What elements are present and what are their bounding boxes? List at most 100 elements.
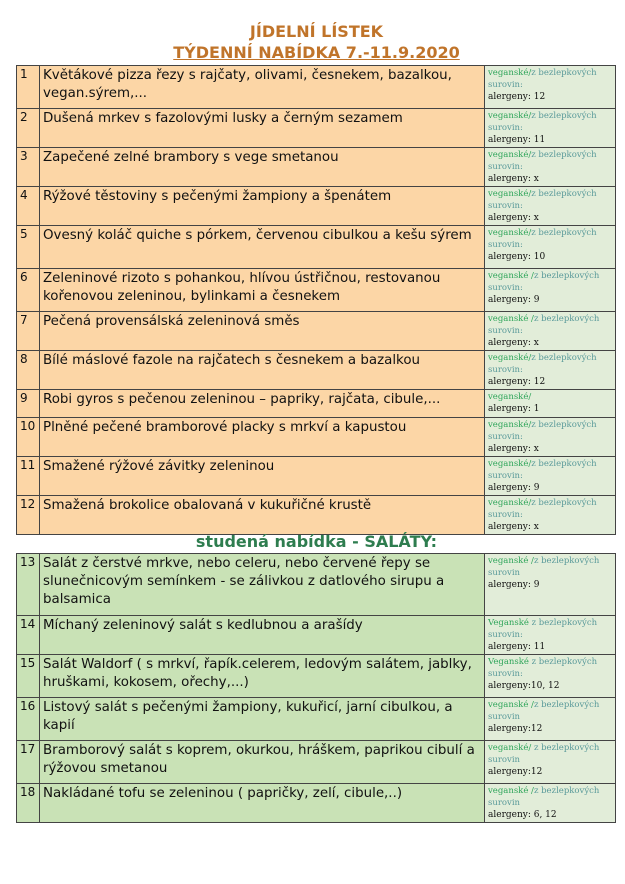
dish-name: Pečená provensálská zeleninová směs bbox=[39, 311, 485, 351]
vegan-label: Veganské bbox=[488, 657, 532, 667]
allergens: alergeny: 12 bbox=[488, 377, 546, 387]
gluten-free-label: z bezlepkových surovin: bbox=[488, 420, 597, 442]
allergens: alergeny: 1 bbox=[488, 404, 540, 414]
dietary-info: veganské /z bezlepkových surovin alergeny… bbox=[484, 697, 616, 741]
dish-name: Bramborový salát s koprem, okurkou, hráš… bbox=[39, 740, 485, 784]
gluten-free-label: z bezlepkových surovin: bbox=[488, 228, 597, 250]
vegan-label: veganské/ bbox=[488, 150, 532, 160]
vegan-label: veganské / bbox=[488, 556, 534, 566]
vegan-label: veganské/ bbox=[488, 189, 532, 199]
salads-table: 13 Salát z čerstvé mrkve, nebo celeru, ne… bbox=[16, 553, 616, 823]
menu-row: 13 Salát z čerstvé mrkve, nebo celeru, ne… bbox=[16, 553, 616, 616]
dietary-info: veganské/alergeny: 1 bbox=[484, 389, 616, 418]
item-number: 7 bbox=[16, 311, 40, 351]
menu-row: 14 Míchaný zeleninový salát s kedlubnou a… bbox=[16, 615, 616, 655]
allergens: alergeny: 9 bbox=[488, 483, 540, 493]
menu-row: 15 Salát Waldorf ( s mrkví, řapík.celerem… bbox=[16, 654, 616, 698]
gluten-free-label: z bezlepkových surovin: bbox=[488, 353, 597, 375]
allergens: alergeny: 6, 12 bbox=[488, 810, 557, 820]
vegan-label: veganské/ bbox=[488, 228, 532, 238]
vegan-label: veganské / bbox=[488, 700, 534, 710]
item-number: 18 bbox=[16, 783, 40, 823]
vegan-label: veganské/ bbox=[488, 68, 532, 78]
item-number: 6 bbox=[16, 268, 40, 312]
dietary-info: veganské /z bezlepkových surovin: alergen… bbox=[484, 268, 616, 312]
dietary-info: veganské/z bezlepkových surovin: alergeny… bbox=[484, 65, 616, 109]
dish-name: Zapečené zelné brambory s vege smetanou bbox=[39, 147, 485, 187]
vegan-label: veganské / bbox=[488, 271, 534, 281]
dietary-info: veganské/ z bezlepkových surovin alergeny… bbox=[484, 740, 616, 784]
item-number: 15 bbox=[16, 654, 40, 698]
gluten-free-label: z bezlepkových surovin bbox=[488, 700, 600, 722]
menu-row: 3 Zapečené zelné brambory s vege smetanou… bbox=[16, 147, 616, 187]
menu-row: 10 Plněné pečené bramborové placky s mrkv… bbox=[16, 417, 616, 457]
dish-name: Salát z čerstvé mrkve, nebo celeru, nebo… bbox=[39, 553, 485, 616]
gluten-free-label: z bezlepkových surovin: bbox=[488, 657, 598, 679]
dish-name: Rýžové těstoviny s pečenými žampiony a š… bbox=[39, 186, 485, 226]
page-title: JÍDELNÍ LÍSTEK bbox=[249, 22, 384, 41]
menu-row: 5 Ovesný koláč quiche s pórkem, červenou … bbox=[16, 225, 616, 269]
item-number: 4 bbox=[16, 186, 40, 226]
gluten-free-label: z bezlepkových surovin: bbox=[488, 189, 597, 211]
allergens: alergeny: 10 bbox=[488, 252, 546, 262]
gluten-free-label: z bezlepkových surovin: bbox=[488, 498, 597, 520]
vegan-label: veganské/ bbox=[488, 498, 532, 508]
allergens: alergeny: 11 bbox=[488, 135, 546, 145]
allergens: alergeny: x bbox=[488, 444, 539, 454]
menu-row: 12 Smažená brokolice obalovaná v kukuřičn… bbox=[16, 495, 616, 535]
dietary-info: veganské/z bezlepkových surovin: alergeny… bbox=[484, 495, 616, 535]
item-number: 16 bbox=[16, 697, 40, 741]
menu-row: 6 Zeleninové rizoto s pohankou, hlívou ús… bbox=[16, 268, 616, 312]
menu-row: 11 Smažené rýžové závitky zeleninou vegans… bbox=[16, 456, 616, 496]
item-number: 11 bbox=[16, 456, 40, 496]
gluten-free-label: z bezlepkových surovin: bbox=[488, 111, 597, 133]
item-number: 3 bbox=[16, 147, 40, 187]
dish-name: Smažená brokolice obalovaná v kukuřičné … bbox=[39, 495, 485, 535]
dietary-info: veganské/z bezlepkových surovin: alergeny… bbox=[484, 108, 616, 148]
vegan-label: veganské/ bbox=[488, 420, 532, 430]
item-number: 12 bbox=[16, 495, 40, 535]
dish-name: Nakládané tofu se zeleninou ( papričky, … bbox=[39, 783, 485, 823]
allergens: alergeny: x bbox=[488, 338, 539, 348]
menu-row: 9 Robi gyros s pečenou zeleninou – paprik… bbox=[16, 389, 616, 418]
menu-row: 1 Květákové pizza řezy s rajčaty, olivami… bbox=[16, 65, 616, 109]
dietary-info: Veganské z bezlepkových surovin: alergeny… bbox=[484, 615, 616, 655]
gluten-free-label: z bezlepkových surovin bbox=[488, 556, 600, 578]
allergens: alergeny:12 bbox=[488, 724, 543, 734]
item-number: 13 bbox=[16, 553, 40, 616]
allergens: alergeny: 12 bbox=[488, 92, 546, 102]
dish-name: Listový salát s pečenými žampiony, kukuř… bbox=[39, 697, 485, 741]
vegan-label: veganské/ bbox=[488, 111, 532, 121]
gluten-free-label: z bezlepkových surovin: bbox=[488, 271, 600, 293]
allergens: alergeny: 9 bbox=[488, 580, 540, 590]
allergens: alergeny:12 bbox=[488, 767, 543, 777]
allergens: alergeny: x bbox=[488, 174, 539, 184]
week-subtitle: TÝDENNÍ NABÍDKA 7.-11.9.2020 bbox=[173, 43, 460, 62]
dish-name: Plněné pečené bramborové placky s mrkví … bbox=[39, 417, 485, 457]
gluten-free-label: z bezlepkových surovin: bbox=[488, 150, 597, 172]
vegan-label: Veganské bbox=[488, 618, 532, 628]
dietary-info: veganské/z bezlepkových surovin: alergeny… bbox=[484, 225, 616, 269]
dietary-info: veganské/z bezlepkových surovin: alergeny… bbox=[484, 186, 616, 226]
dietary-info: veganské /z bezlepkových surovin alergeny… bbox=[484, 553, 616, 616]
dish-name: Ovesný koláč quiche s pórkem, červenou c… bbox=[39, 225, 485, 269]
vegan-label: veganské / bbox=[488, 314, 534, 324]
gluten-free-label: z bezlepkových surovin: bbox=[488, 68, 597, 90]
allergens: alergeny: x bbox=[488, 522, 539, 532]
dietary-info: veganské/z bezlepkových surovin: alergeny… bbox=[484, 417, 616, 457]
dish-name: Dušená mrkev s fazolovými lusky a černým… bbox=[39, 108, 485, 148]
gluten-free-label: z bezlepkových surovin bbox=[488, 786, 600, 808]
dish-name: Robi gyros s pečenou zeleninou – papriky… bbox=[39, 389, 485, 418]
hot-menu-table: 1 Květákové pizza řezy s rajčaty, olivami… bbox=[16, 65, 616, 535]
vegan-label: veganské/ bbox=[488, 459, 532, 469]
item-number: 8 bbox=[16, 350, 40, 390]
dietary-info: veganské/z bezlepkových surovin: alergeny… bbox=[484, 456, 616, 496]
dish-name: Smažené rýžové závitky zeleninou bbox=[39, 456, 485, 496]
gluten-free-label: z bezlepkových surovin: bbox=[488, 314, 600, 336]
item-number: 2 bbox=[16, 108, 40, 148]
gluten-free-label: z bezlepkových surovin: bbox=[488, 459, 597, 481]
dietary-info: veganské /z bezlepkových surovin: alergen… bbox=[484, 311, 616, 351]
gluten-free-label: z bezlepkových surovin bbox=[488, 743, 600, 765]
menu-row: 18 Nakládané tofu se zeleninou ( papričky… bbox=[16, 783, 616, 823]
dish-name: Salát Waldorf ( s mrkví, řapík.celerem, … bbox=[39, 654, 485, 698]
